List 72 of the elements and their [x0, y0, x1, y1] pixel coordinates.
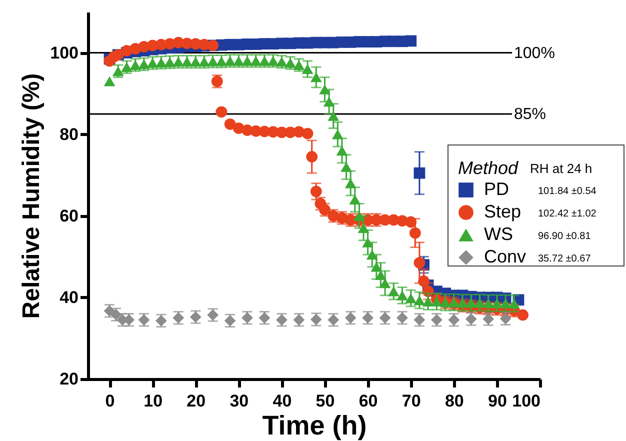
x-tick-label: 0 — [105, 392, 115, 410]
point — [323, 96, 335, 107]
point — [482, 298, 494, 308]
annotation: 101.84 ±0.54 — [538, 186, 597, 197]
x-axis-title: Time (h) — [262, 410, 367, 440]
point — [358, 223, 370, 234]
point — [370, 262, 382, 272]
point — [474, 298, 486, 308]
legend-label: Conv — [484, 246, 526, 266]
point — [310, 186, 322, 198]
point — [456, 298, 468, 308]
y-tick-label: 40 — [60, 288, 78, 307]
point — [366, 250, 378, 260]
point — [491, 298, 503, 308]
point — [508, 298, 520, 308]
legend-label: WS — [484, 224, 513, 244]
point — [354, 210, 365, 221]
point — [414, 295, 426, 306]
point — [409, 227, 421, 239]
y-axis-title: Relative Humidity (%) — [18, 73, 46, 319]
point — [302, 64, 314, 74]
point — [405, 216, 417, 228]
point — [405, 35, 417, 47]
legend-label: PD — [484, 179, 510, 199]
ref-line-label: 85% — [514, 106, 546, 123]
legend-title: Method — [458, 158, 520, 178]
point — [336, 146, 348, 156]
point — [414, 167, 426, 179]
point — [349, 194, 361, 205]
point — [310, 72, 322, 82]
x-tick-label: 100 — [512, 392, 540, 410]
y-tick-label: 60 — [60, 206, 78, 226]
x-tick-label: 60 — [358, 392, 378, 410]
point — [224, 118, 236, 130]
x-tick-label: 20 — [186, 392, 206, 410]
point — [362, 237, 374, 248]
x-tick-label: 80 — [444, 392, 464, 410]
point — [332, 129, 344, 140]
x-tick-label: 30 — [230, 392, 249, 410]
y-tick-label: 20 — [60, 370, 78, 388]
x-tick-label: 50 — [316, 392, 335, 410]
annotation: 35.72 ±0.67 — [538, 254, 592, 264]
point — [418, 275, 430, 287]
point — [405, 293, 417, 304]
point — [430, 296, 442, 306]
point — [216, 106, 228, 118]
point — [465, 298, 477, 308]
point — [344, 178, 356, 188]
point — [319, 84, 330, 94]
legend-label: Step — [484, 202, 522, 222]
y-tick-label: 100 — [50, 43, 78, 62]
point — [388, 286, 400, 296]
point — [328, 111, 340, 121]
point — [500, 298, 512, 308]
point — [302, 128, 314, 140]
y-tick-label: 80 — [60, 124, 78, 144]
x-tick-label: 40 — [272, 392, 292, 410]
x-tick-label: 10 — [144, 392, 163, 410]
point — [306, 151, 318, 162]
point — [104, 76, 116, 86]
point — [340, 162, 352, 172]
point — [396, 290, 408, 300]
ref-line-label: 100% — [514, 44, 555, 62]
annotation: 102.42 ±1.02 — [538, 208, 597, 220]
point — [414, 257, 426, 268]
point — [517, 309, 528, 321]
point — [422, 296, 434, 306]
x-tick-label: 70 — [402, 392, 421, 410]
annotation: RH at 24 h — [530, 161, 592, 176]
x-tick-label: 90 — [488, 392, 507, 410]
annotation: 96.90 ±0.81 — [538, 231, 592, 242]
point — [375, 270, 386, 280]
